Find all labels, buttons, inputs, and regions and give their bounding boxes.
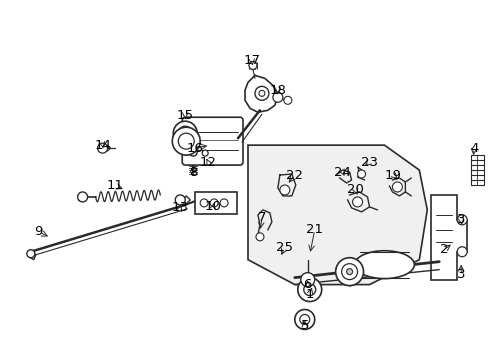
Circle shape <box>283 96 291 104</box>
Text: 4: 4 <box>469 141 477 155</box>
Circle shape <box>456 215 466 225</box>
Polygon shape <box>430 195 466 280</box>
Circle shape <box>341 264 357 280</box>
Circle shape <box>172 127 200 155</box>
Circle shape <box>175 195 185 205</box>
Circle shape <box>173 121 197 145</box>
Text: 3: 3 <box>456 213 465 226</box>
Text: 21: 21 <box>305 223 323 236</box>
Circle shape <box>357 170 365 178</box>
Circle shape <box>352 197 362 207</box>
Text: 10: 10 <box>204 201 221 213</box>
Text: 20: 20 <box>346 184 363 197</box>
Text: 25: 25 <box>276 241 293 254</box>
Text: 17: 17 <box>243 54 260 67</box>
Text: 12: 12 <box>199 156 216 168</box>
Circle shape <box>210 199 218 207</box>
Circle shape <box>200 199 208 207</box>
FancyBboxPatch shape <box>195 192 237 214</box>
Circle shape <box>335 258 363 285</box>
Circle shape <box>98 143 107 153</box>
Circle shape <box>178 126 192 140</box>
Circle shape <box>27 250 35 258</box>
Text: 19: 19 <box>384 168 401 181</box>
Text: 14: 14 <box>94 139 111 152</box>
Circle shape <box>255 233 264 241</box>
Text: 2: 2 <box>439 243 447 256</box>
Circle shape <box>279 185 289 195</box>
Text: 24: 24 <box>333 166 350 179</box>
Text: 22: 22 <box>285 168 303 181</box>
Text: 23: 23 <box>360 156 377 168</box>
Polygon shape <box>247 145 427 285</box>
Circle shape <box>346 269 352 275</box>
Circle shape <box>294 310 314 329</box>
Circle shape <box>202 150 208 156</box>
Circle shape <box>259 90 264 96</box>
Text: 13: 13 <box>171 201 188 215</box>
Text: 3: 3 <box>456 268 465 281</box>
Text: 1: 1 <box>305 288 313 301</box>
Text: 16: 16 <box>186 141 203 155</box>
Text: 5: 5 <box>300 319 308 332</box>
Circle shape <box>456 247 466 257</box>
Text: 7: 7 <box>257 211 265 224</box>
Circle shape <box>299 315 309 324</box>
Text: 15: 15 <box>176 109 193 122</box>
Circle shape <box>189 148 197 156</box>
Circle shape <box>78 192 87 202</box>
Circle shape <box>392 182 402 192</box>
Text: 18: 18 <box>269 84 285 97</box>
Circle shape <box>272 92 282 102</box>
Circle shape <box>303 284 315 296</box>
Circle shape <box>297 278 321 302</box>
Text: 6: 6 <box>303 278 311 291</box>
Circle shape <box>254 86 268 100</box>
FancyBboxPatch shape <box>182 117 243 165</box>
Circle shape <box>248 62 256 69</box>
Ellipse shape <box>354 251 413 279</box>
Circle shape <box>178 133 194 149</box>
Circle shape <box>220 199 227 207</box>
Text: 11: 11 <box>107 180 124 193</box>
Text: 8: 8 <box>189 166 197 179</box>
Text: 9: 9 <box>35 225 43 238</box>
Circle shape <box>300 273 314 287</box>
